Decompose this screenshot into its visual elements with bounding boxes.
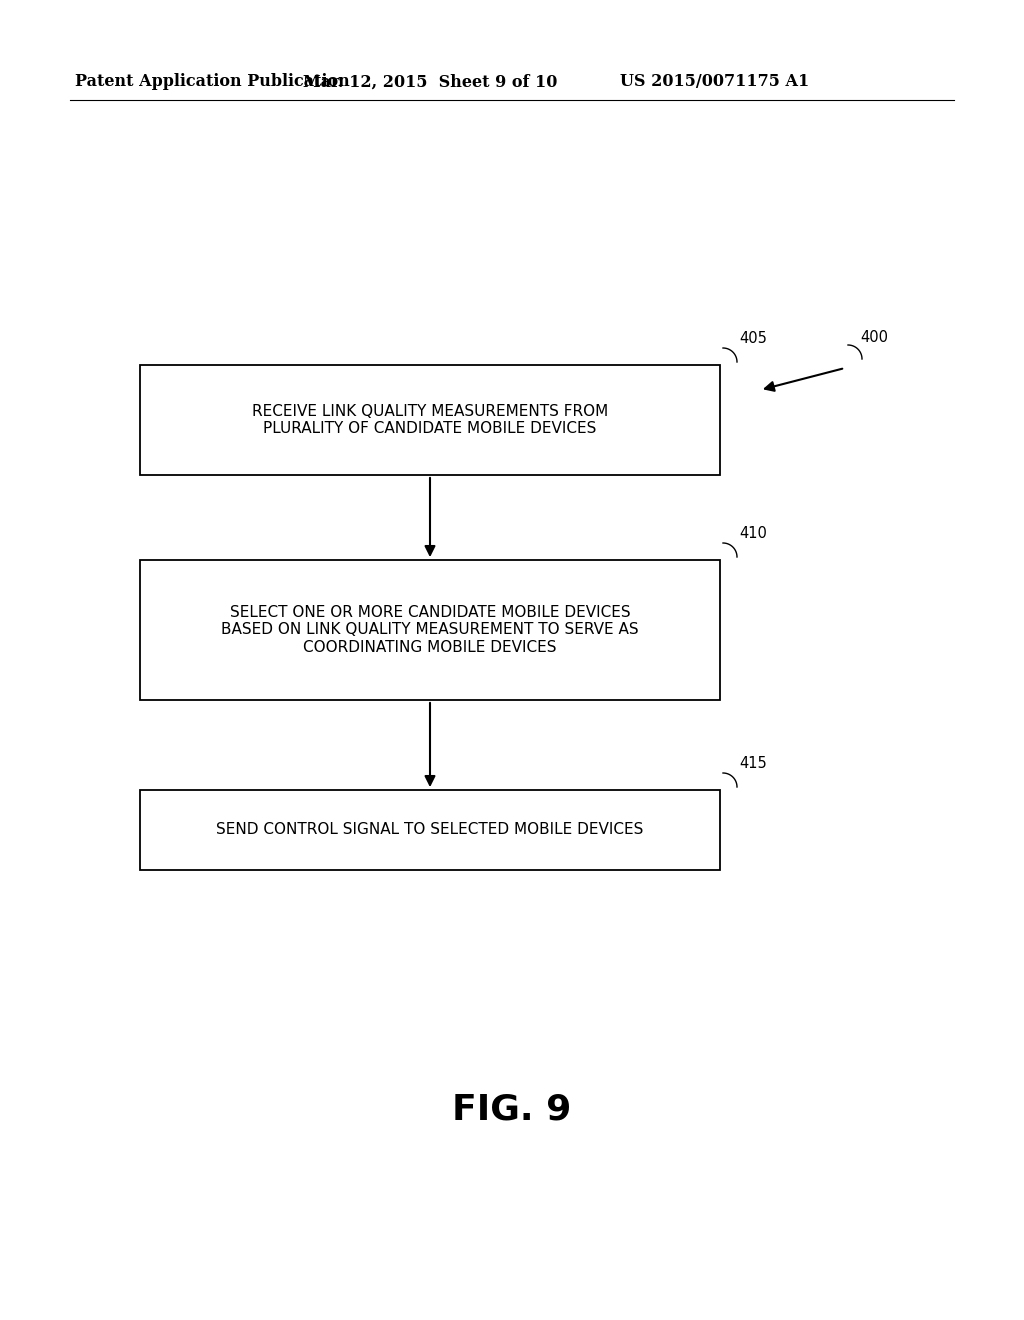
Text: 400: 400 xyxy=(860,330,888,345)
Text: 405: 405 xyxy=(739,331,767,346)
FancyBboxPatch shape xyxy=(140,366,720,475)
Text: SEND CONTROL SIGNAL TO SELECTED MOBILE DEVICES: SEND CONTROL SIGNAL TO SELECTED MOBILE D… xyxy=(216,822,644,837)
Text: 410: 410 xyxy=(739,525,767,541)
Text: Patent Application Publication: Patent Application Publication xyxy=(75,74,350,91)
Text: Mar. 12, 2015  Sheet 9 of 10: Mar. 12, 2015 Sheet 9 of 10 xyxy=(303,74,557,91)
FancyBboxPatch shape xyxy=(140,789,720,870)
Text: FIG. 9: FIG. 9 xyxy=(453,1093,571,1127)
FancyBboxPatch shape xyxy=(140,560,720,700)
Text: 415: 415 xyxy=(739,756,767,771)
Text: US 2015/0071175 A1: US 2015/0071175 A1 xyxy=(620,74,809,91)
Text: RECEIVE LINK QUALITY MEASUREMENTS FROM
PLURALITY OF CANDIDATE MOBILE DEVICES: RECEIVE LINK QUALITY MEASUREMENTS FROM P… xyxy=(252,404,608,436)
Text: SELECT ONE OR MORE CANDIDATE MOBILE DEVICES
BASED ON LINK QUALITY MEASUREMENT TO: SELECT ONE OR MORE CANDIDATE MOBILE DEVI… xyxy=(221,605,639,655)
